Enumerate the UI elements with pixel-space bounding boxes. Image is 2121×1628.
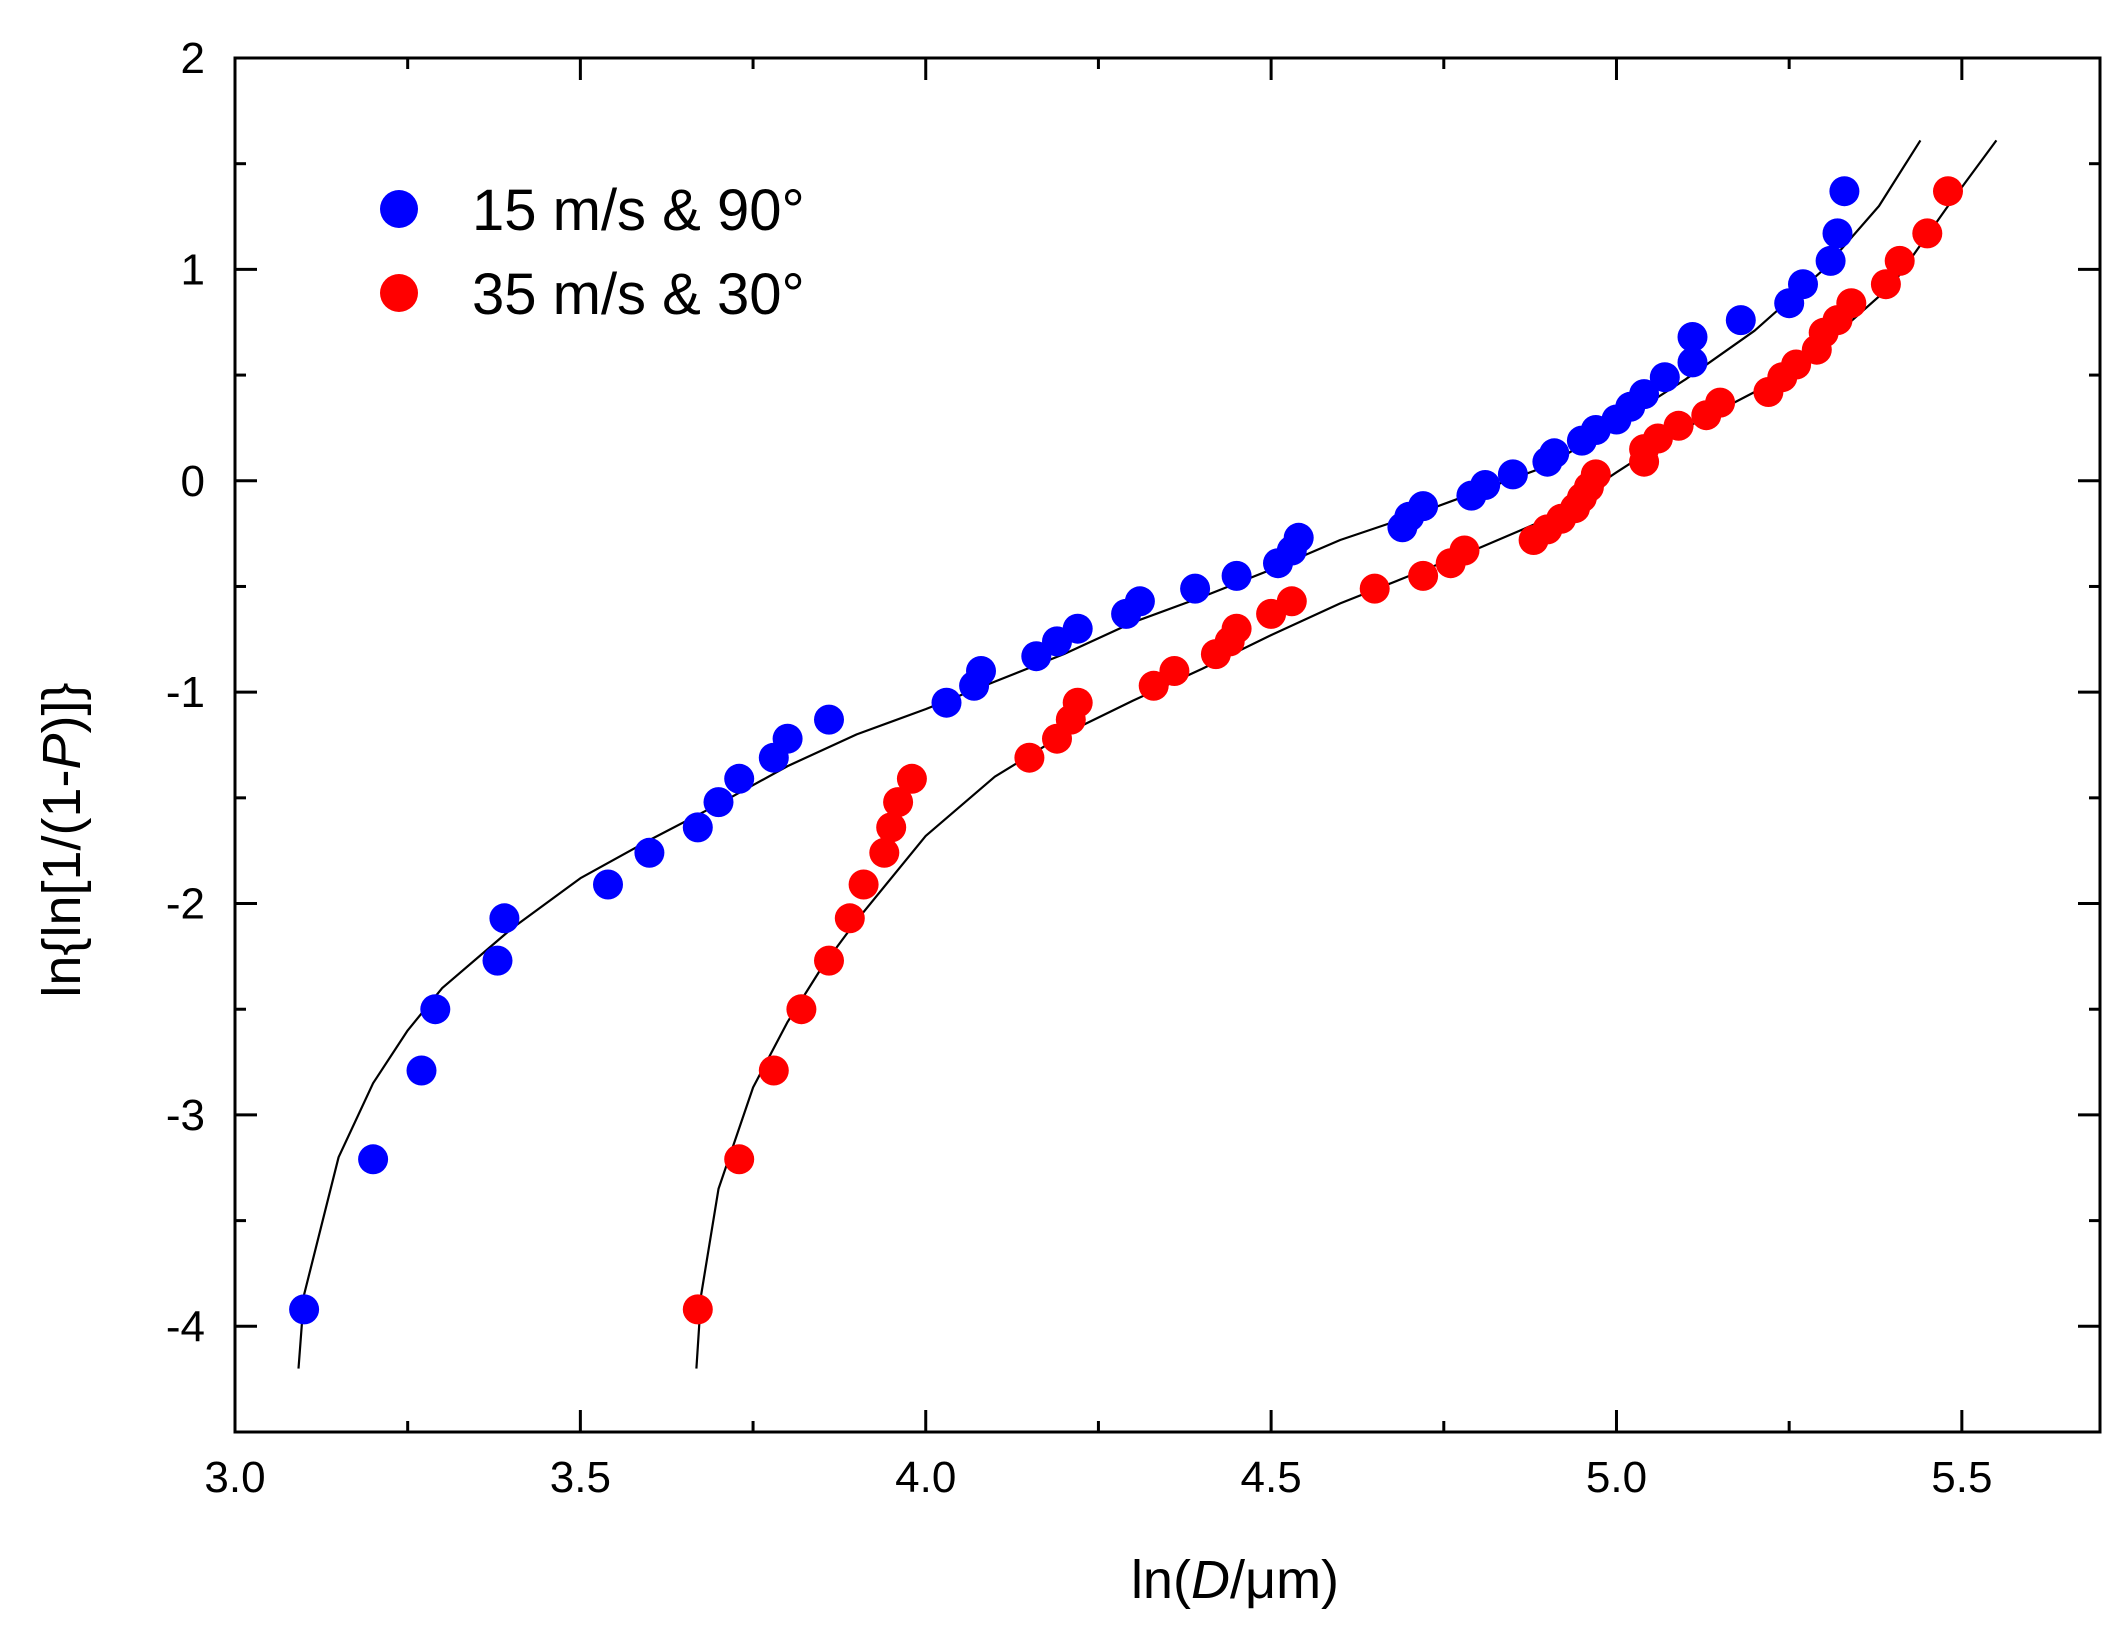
data-point-series-1 xyxy=(1021,641,1052,672)
legend-label-35ms: 35 m/s & 30° xyxy=(472,262,805,327)
data-point-series-1 xyxy=(1677,347,1708,378)
x-tick-label: 3.0 xyxy=(204,1453,265,1502)
legend: 15 m/s & 90° 35 m/s & 30° xyxy=(380,178,805,327)
y-tick-label: 0 xyxy=(181,457,205,506)
data-point-series-2 xyxy=(724,1144,755,1175)
data-point-series-1 xyxy=(1408,491,1439,522)
data-point-series-2 xyxy=(786,994,817,1025)
data-point-series-2 xyxy=(834,903,865,934)
data-point-series-1 xyxy=(1649,362,1680,393)
data-point-series-2 xyxy=(1933,176,1963,207)
data-point-series-2 xyxy=(1836,288,1867,319)
data-point-series-2 xyxy=(883,787,914,818)
x-tick-label: 3.5 xyxy=(550,1453,611,1502)
legend-label-15ms: 15 m/s & 90° xyxy=(472,178,805,243)
data-point-series-1 xyxy=(1829,176,1860,207)
data-point-series-1 xyxy=(420,994,451,1025)
data-point-series-2 xyxy=(1781,349,1812,380)
x-tick-label: 4.5 xyxy=(1241,1453,1302,1502)
data-point-series-2 xyxy=(814,945,844,976)
data-point-series-1 xyxy=(1180,573,1211,604)
y-axis-title: ln{ln[1/(1-P)]} xyxy=(32,682,92,997)
data-point-series-1 xyxy=(489,903,520,934)
data-point-series-1 xyxy=(406,1055,437,1086)
data-point-series-1 xyxy=(1470,470,1501,500)
data-point-series-2 xyxy=(869,837,900,868)
data-point-series-1 xyxy=(1629,379,1660,410)
data-point-series-1 xyxy=(1788,269,1818,300)
data-point-series-2 xyxy=(1705,387,1736,418)
data-point-series-1 xyxy=(1062,613,1093,644)
data-point-series-1 xyxy=(1124,586,1155,617)
y-tick-labels: 2 1 0 -1 -2 -3 -4 xyxy=(166,34,205,1351)
data-point-series-1 xyxy=(634,837,665,868)
data-point-series-2 xyxy=(1408,560,1439,591)
data-point-series-2 xyxy=(1912,218,1943,249)
data-point-series-1 xyxy=(1815,245,1846,276)
data-point-series-2 xyxy=(1062,687,1093,718)
data-point-series-1 xyxy=(724,763,755,794)
y-tick-label: 1 xyxy=(181,245,205,294)
data-point-series-1 xyxy=(703,787,734,818)
legend-marker-15ms xyxy=(380,190,418,228)
data-point-series-1 xyxy=(931,687,962,718)
x-tick-label: 4.0 xyxy=(895,1453,956,1502)
data-point-series-2 xyxy=(1159,656,1190,686)
data-point-series-2 xyxy=(848,869,879,900)
data-point-series-1 xyxy=(289,1294,320,1325)
data-point-series-1 xyxy=(482,945,513,976)
data-point-series-2 xyxy=(1221,613,1252,644)
data-point-series-2 xyxy=(876,812,907,843)
y-tick-label: -1 xyxy=(166,668,205,717)
data-point-series-1 xyxy=(1677,322,1708,352)
data-points xyxy=(289,176,1963,1325)
x-tick-label: 5.5 xyxy=(1931,1453,1992,1502)
data-point-series-2 xyxy=(682,1294,713,1325)
legend-marker-35ms xyxy=(380,274,418,312)
data-point-series-1 xyxy=(772,723,803,754)
data-point-series-1 xyxy=(1725,305,1756,336)
data-point-series-1 xyxy=(1283,522,1314,553)
data-point-series-1 xyxy=(1497,459,1528,490)
data-point-series-2 xyxy=(1663,410,1694,441)
data-point-series-2 xyxy=(1449,535,1480,566)
data-point-series-2 xyxy=(1884,245,1915,276)
y-tick-label: -2 xyxy=(166,880,205,929)
data-point-series-2 xyxy=(896,763,927,794)
data-point-series-2 xyxy=(1870,269,1901,300)
plot-frame xyxy=(233,56,2102,1434)
data-point-series-1 xyxy=(1822,218,1853,249)
x-axis-title: ln(D/μm) xyxy=(1131,1550,1339,1610)
x-tick-label: 5.0 xyxy=(1586,1453,1647,1502)
data-point-series-1 xyxy=(814,704,844,735)
data-point-series-2 xyxy=(1014,742,1045,773)
data-point-series-1 xyxy=(593,869,623,900)
data-point-series-1 xyxy=(682,812,713,843)
y-tick-label: 2 xyxy=(181,34,205,83)
data-point-series-2 xyxy=(1276,586,1307,617)
data-point-series-2 xyxy=(1580,459,1611,490)
y-tick-label: -4 xyxy=(166,1302,205,1351)
data-point-series-2 xyxy=(758,1055,789,1086)
data-point-series-1 xyxy=(358,1144,389,1175)
data-point-series-1 xyxy=(966,656,996,686)
data-point-series-2 xyxy=(1359,573,1390,604)
data-point-series-1 xyxy=(1539,438,1570,469)
x-tick-labels: 3.0 3.5 4.0 4.5 5.0 5.5 xyxy=(204,1453,1992,1502)
data-point-series-1 xyxy=(1221,560,1252,591)
data-point-series-2 xyxy=(1138,670,1169,701)
y-tick-label: -3 xyxy=(166,1091,205,1140)
